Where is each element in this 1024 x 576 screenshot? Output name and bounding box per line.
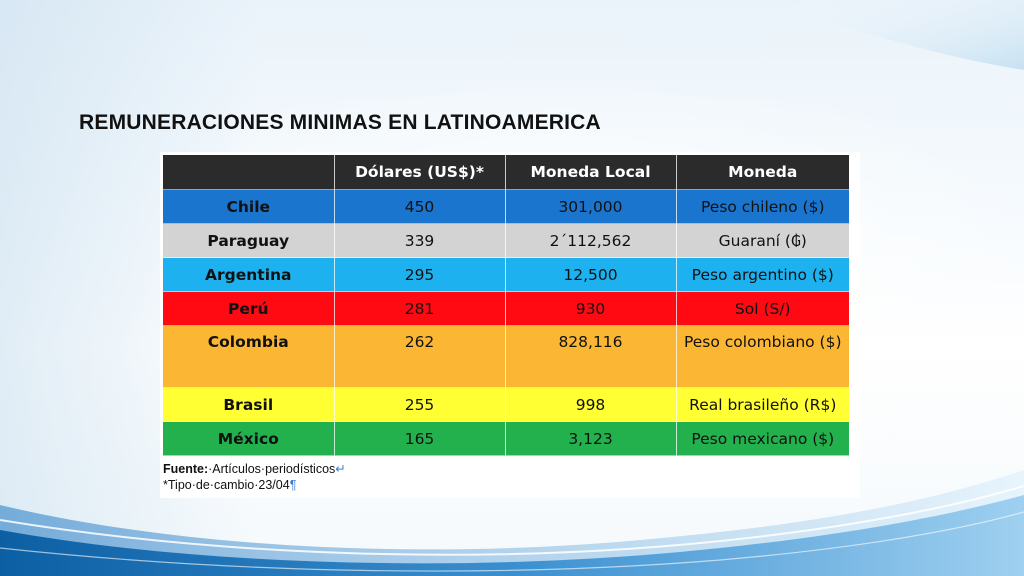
- usd-cell: 281: [334, 291, 506, 326]
- currency-cell: Peso argentino ($): [676, 257, 849, 292]
- header-usd: Dólares (US$)*: [334, 155, 506, 190]
- country-cell: Colombia: [163, 325, 335, 388]
- table-row: Argentina 295 12,500 Peso argentino ($): [163, 257, 849, 292]
- country-cell: Argentina: [163, 257, 335, 292]
- table-row: México 165 3,123 Peso mexicano ($): [163, 421, 849, 456]
- table-row: Perú 281 930 Sol (S/): [163, 291, 849, 326]
- country-cell: Brasil: [163, 387, 335, 422]
- currency-cell: Sol (S/): [676, 291, 849, 326]
- header-empty: [163, 155, 335, 190]
- currency-cell: Peso chileno ($): [676, 189, 849, 224]
- usd-cell: 339: [334, 223, 506, 258]
- usd-cell: 262: [334, 325, 506, 388]
- currency-cell: Peso colombiano ($): [676, 325, 849, 388]
- table-row: Colombia 262 828,116 Peso colombiano ($): [163, 325, 849, 388]
- source-text: ·Artículos·periodísticos: [208, 462, 336, 476]
- table-header-row: Dólares (US$)* Moneda Local Moneda: [163, 155, 849, 190]
- table-row: Chile 450 301,000 Peso chileno ($): [163, 189, 849, 224]
- source-note: Fuente:·Artículos·periodísticos↵: [163, 461, 346, 477]
- country-cell: México: [163, 421, 335, 456]
- country-cell: Perú: [163, 291, 335, 326]
- exchange-rate-note: *Tipo·de·cambio·23/04¶: [163, 477, 346, 493]
- usd-cell: 165: [334, 421, 506, 456]
- currency-cell: Real brasileño (R$): [676, 387, 849, 422]
- local-amount-cell: 930: [505, 291, 677, 326]
- table-row: Brasil 255 998 Real brasileño (R$): [163, 387, 849, 422]
- country-cell: Paraguay: [163, 223, 335, 258]
- local-amount-cell: 2´112,562: [505, 223, 677, 258]
- header-currency: Moneda: [676, 155, 849, 190]
- usd-cell: 295: [334, 257, 506, 292]
- usd-cell: 255: [334, 387, 506, 422]
- local-amount-cell: 12,500: [505, 257, 677, 292]
- country-cell: Chile: [163, 189, 335, 224]
- exchange-rate-text: *Tipo·de·cambio·23/04: [163, 478, 290, 492]
- local-amount-cell: 3,123: [505, 421, 677, 456]
- source-label: Fuente:: [163, 462, 209, 476]
- local-amount-cell: 828,116: [505, 325, 677, 388]
- slide-title: REMUNERACIONES MINIMAS EN LATINOAMERICA: [79, 111, 601, 134]
- currency-cell: Guaraní (₲): [676, 223, 849, 258]
- currency-cell: Peso mexicano ($): [676, 421, 849, 456]
- local-amount-cell: 301,000: [505, 189, 677, 224]
- local-amount-cell: 998: [505, 387, 677, 422]
- pilcrow-mark: ¶: [289, 478, 297, 492]
- minimum-wage-table: Dólares (US$)* Moneda Local Moneda Chile…: [163, 155, 849, 456]
- table-row: Paraguay 339 2´112,562 Guaraní (₲): [163, 223, 849, 258]
- table-notes: Fuente:·Artículos·periodísticos↵ *Tipo·d…: [163, 461, 346, 493]
- header-local-currency: Moneda Local: [505, 155, 677, 190]
- line-break-mark: ↵: [335, 462, 346, 476]
- usd-cell: 450: [334, 189, 506, 224]
